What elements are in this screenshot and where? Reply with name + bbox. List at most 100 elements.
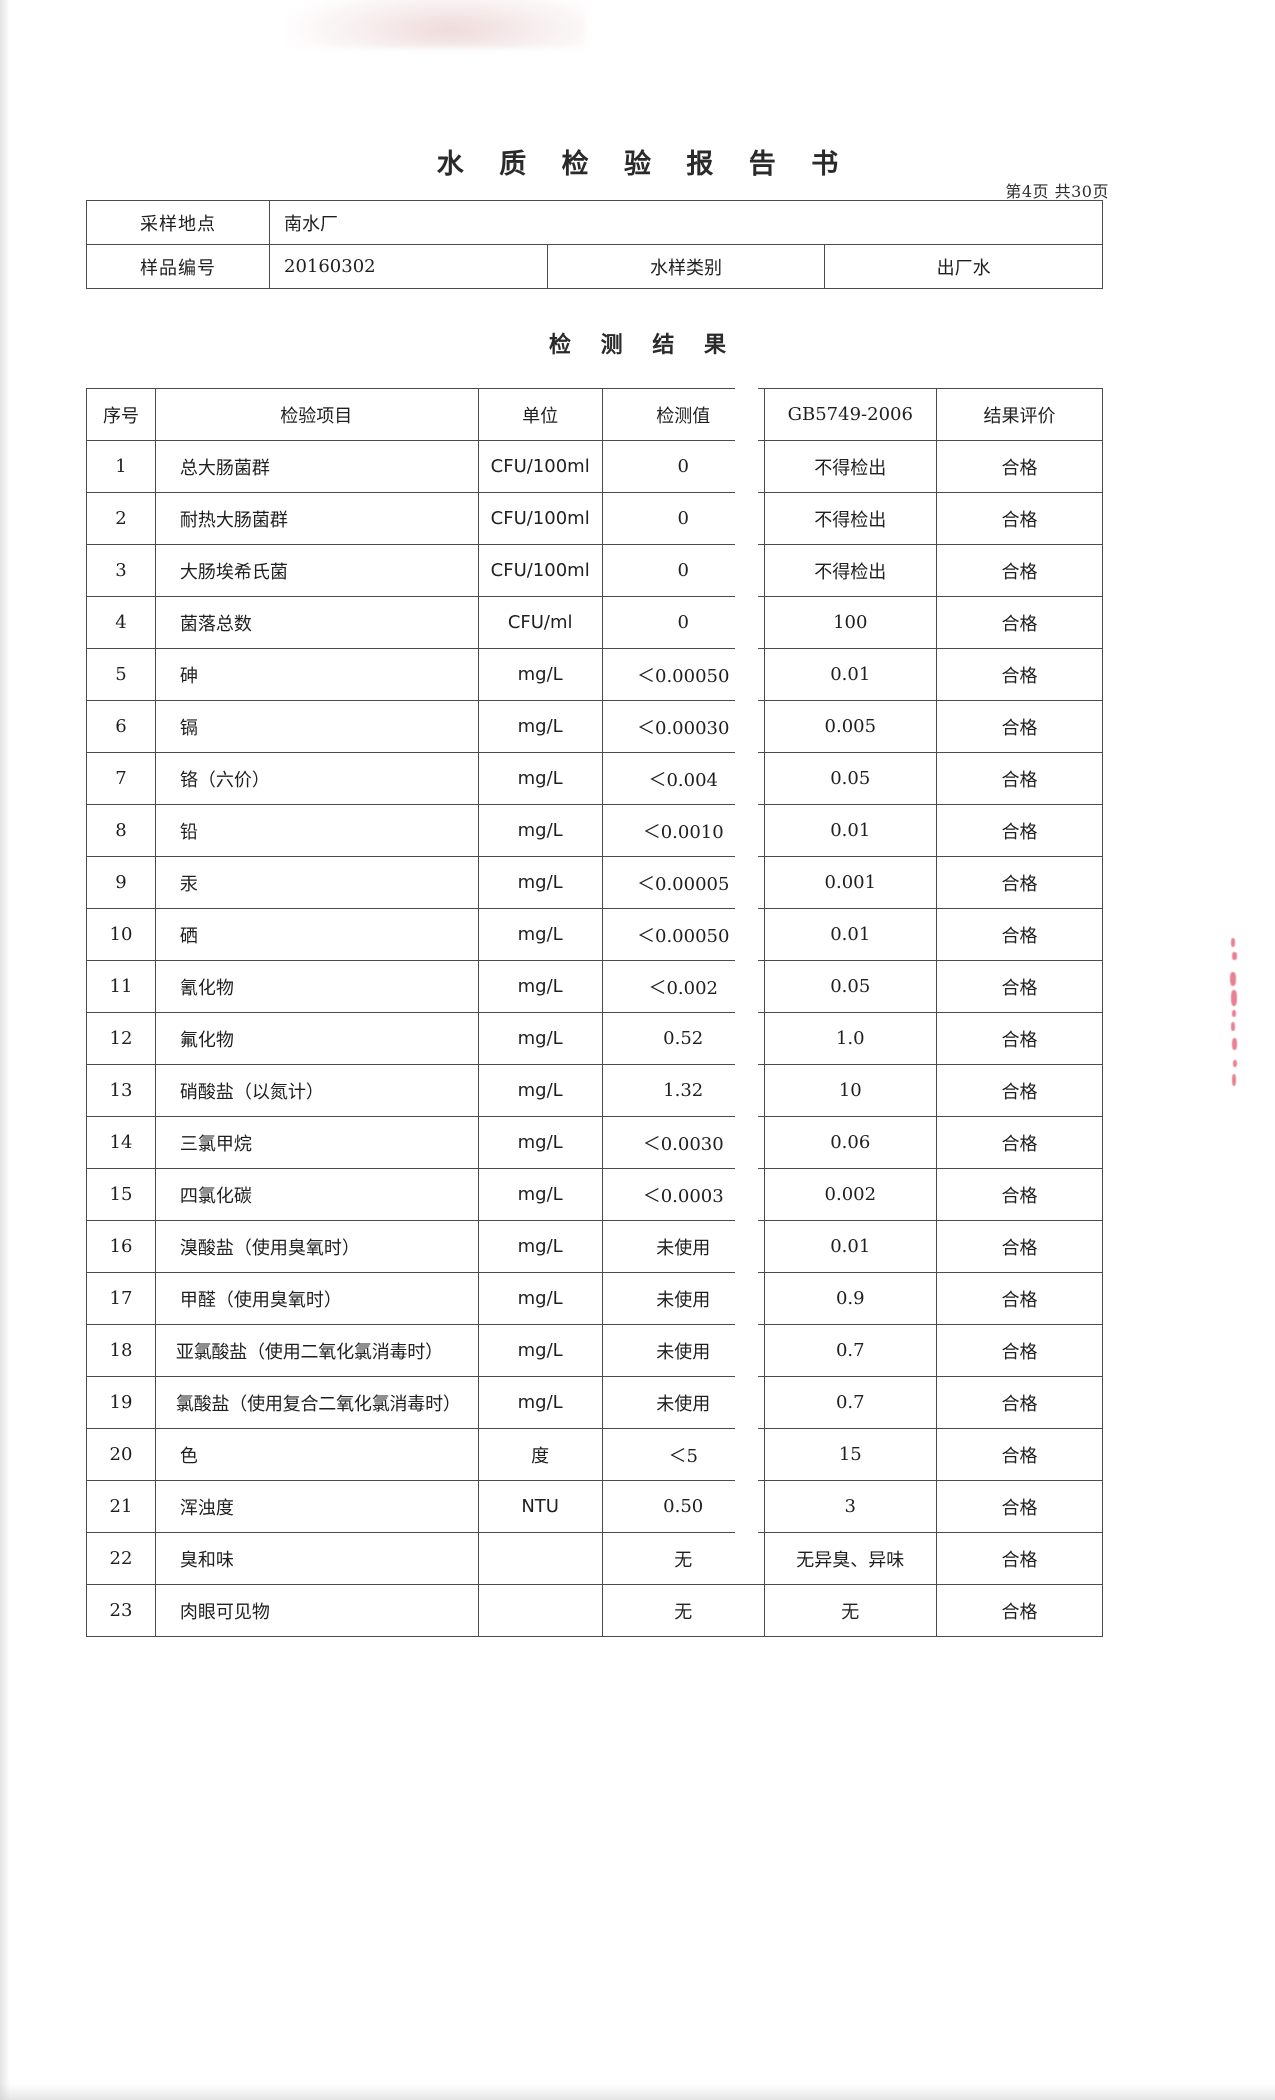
cell-item: 汞 bbox=[154, 856, 479, 909]
cell-standard: 0.001 bbox=[763, 856, 937, 909]
table-row: 13 硝酸盐（以氮计） mg/L 1.32 10 合格 bbox=[86, 1064, 1104, 1117]
column-header-evaluation: 结果评价 bbox=[935, 388, 1104, 441]
cell-item: 肉眼可见物 bbox=[154, 1584, 479, 1637]
cell-value: ＜0.0010 bbox=[601, 804, 765, 857]
red-mark-speckle bbox=[1231, 938, 1235, 947]
cell-standard: 0.7 bbox=[763, 1324, 937, 1377]
table-header-row: 序号 检验项目 单位 检测值 GB5749-2006 结果评价 bbox=[86, 388, 1104, 441]
cell-evaluation: 合格 bbox=[935, 700, 1104, 753]
table-row: 8 铅 mg/L ＜0.0010 0.01 合格 bbox=[86, 804, 1104, 857]
sample-number-value: 20160302 bbox=[269, 244, 548, 289]
scan-smudge-artifact bbox=[286, 0, 586, 48]
cell-value: 1.32 bbox=[601, 1064, 765, 1117]
cell-evaluation: 合格 bbox=[935, 596, 1104, 649]
cell-standard: 0.7 bbox=[763, 1376, 937, 1429]
cell-item: 总大肠菌群 bbox=[154, 440, 479, 493]
cell-no: 17 bbox=[86, 1272, 156, 1325]
cell-evaluation: 合格 bbox=[935, 1064, 1104, 1117]
red-mark-speckle bbox=[1231, 990, 1237, 1006]
cell-standard: 100 bbox=[763, 596, 937, 649]
table-row: 1 总大肠菌群 CFU/100ml 0 不得检出 合格 bbox=[86, 440, 1104, 493]
cell-no: 18 bbox=[86, 1324, 156, 1377]
water-type-value: 出厂水 bbox=[824, 244, 1103, 289]
cell-evaluation: 合格 bbox=[935, 1168, 1104, 1221]
cell-value: 无 bbox=[601, 1584, 765, 1637]
sample-info-table: 采样地点 南水厂 样品编号 20160302 水样类别 出厂水 bbox=[86, 200, 1103, 289]
cell-evaluation: 合格 bbox=[935, 856, 1104, 909]
table-row-sample-number: 样品编号 20160302 水样类别 出厂水 bbox=[86, 244, 1103, 289]
page-indicator: 第4页 共30页 bbox=[1005, 182, 1109, 201]
cell-item: 三氯甲烷 bbox=[154, 1116, 479, 1169]
scan-edge-shadow-bottom bbox=[0, 2084, 1275, 2100]
table-row: 17 甲醛（使用臭氧时） mg/L 未使用 0.9 合格 bbox=[86, 1272, 1104, 1325]
red-margin-marks-artifact bbox=[1228, 938, 1242, 1088]
cell-item: 菌落总数 bbox=[154, 596, 479, 649]
red-mark-speckle bbox=[1230, 972, 1236, 986]
sampling-location-label: 采样地点 bbox=[86, 200, 270, 245]
cell-no: 2 bbox=[86, 492, 156, 545]
cell-no: 1 bbox=[86, 440, 156, 493]
cell-no: 3 bbox=[86, 544, 156, 597]
cell-value: 未使用 bbox=[601, 1272, 765, 1325]
cell-value: ＜5 bbox=[601, 1428, 765, 1481]
cell-evaluation: 合格 bbox=[935, 1272, 1104, 1325]
cell-unit: mg/L bbox=[477, 1064, 603, 1117]
cell-unit: mg/L bbox=[477, 1116, 603, 1169]
cell-value: ＜0.0030 bbox=[601, 1116, 765, 1169]
table-row: 14 三氯甲烷 mg/L ＜0.0030 0.06 合格 bbox=[86, 1116, 1104, 1169]
cell-standard: 1.0 bbox=[763, 1012, 937, 1065]
cell-value: ＜0.0003 bbox=[601, 1168, 765, 1221]
test-results-table: 序号 检验项目 单位 检测值 GB5749-2006 结果评价 1 总大肠菌群 CF… bbox=[86, 388, 1104, 1637]
cell-unit: CFU/100ml bbox=[477, 544, 603, 597]
cell-evaluation: 合格 bbox=[935, 544, 1104, 597]
cell-no: 23 bbox=[86, 1584, 156, 1637]
table-row: 23 肉眼可见物无无合格 bbox=[86, 1584, 1104, 1637]
column-header-standard: GB5749-2006 bbox=[763, 388, 937, 441]
table-row: 3 大肠埃希氏菌 CFU/100ml 0 不得检出 合格 bbox=[86, 544, 1104, 597]
cell-item: 甲醛（使用臭氧时） bbox=[154, 1272, 479, 1325]
cell-item: 硒 bbox=[154, 908, 479, 961]
table-row: 5 砷 mg/L ＜0.00050 0.01 合格 bbox=[86, 648, 1104, 701]
cell-unit: CFU/100ml bbox=[477, 440, 603, 493]
cell-item: 铅 bbox=[154, 804, 479, 857]
table-row: 10 硒 mg/L ＜0.00050 0.01 合格 bbox=[86, 908, 1104, 961]
scan-edge-shadow-left bbox=[0, 0, 10, 2100]
water-type-label: 水样类别 bbox=[546, 244, 826, 289]
cell-evaluation: 合格 bbox=[935, 1532, 1104, 1585]
cell-unit: mg/L bbox=[477, 1324, 603, 1377]
cell-item: 砷 bbox=[154, 648, 479, 701]
cell-evaluation: 合格 bbox=[935, 1376, 1104, 1429]
table-row-sampling-location: 采样地点 南水厂 bbox=[86, 200, 1103, 245]
cell-item: 镉 bbox=[154, 700, 479, 753]
cell-value: 0 bbox=[601, 544, 765, 597]
cell-standard: 无 bbox=[763, 1584, 937, 1637]
cell-item: 溴酸盐（使用臭氧时） bbox=[154, 1220, 479, 1273]
cell-evaluation: 合格 bbox=[935, 752, 1104, 805]
cell-unit: mg/L bbox=[477, 1168, 603, 1221]
cell-value: 0.52 bbox=[601, 1012, 765, 1065]
cell-value: ＜0.004 bbox=[601, 752, 765, 805]
cell-evaluation: 合格 bbox=[935, 908, 1104, 961]
cell-value: 0 bbox=[601, 492, 765, 545]
cell-no: 4 bbox=[86, 596, 156, 649]
cell-standard: 0.01 bbox=[763, 1220, 937, 1273]
cell-no: 22 bbox=[86, 1532, 156, 1585]
cell-standard: 10 bbox=[763, 1064, 937, 1117]
column-header-item: 检验项目 bbox=[154, 388, 479, 441]
cell-standard: 0.01 bbox=[763, 804, 937, 857]
cell-value: 无 bbox=[601, 1532, 765, 1585]
cell-value: 未使用 bbox=[601, 1324, 765, 1377]
table-row: 20 色度＜5 15 合格 bbox=[86, 1428, 1104, 1481]
test-results-head: 序号 检验项目 单位 检测值 GB5749-2006 结果评价 bbox=[86, 388, 1104, 441]
cell-unit: 度 bbox=[477, 1428, 603, 1481]
cell-unit: mg/L bbox=[477, 1012, 603, 1065]
table-row: 9 汞 mg/L ＜0.00005 0.001 合格 bbox=[86, 856, 1104, 909]
cell-unit: CFU/100ml bbox=[477, 492, 603, 545]
cell-standard: 无异臭、异味 bbox=[763, 1532, 937, 1585]
cell-unit bbox=[477, 1584, 603, 1637]
test-results-body: 1 总大肠菌群 CFU/100ml 0 不得检出 合格 2 耐热大肠菌群 CFU/100ml 0 不… bbox=[86, 440, 1104, 1637]
table-row: 16 溴酸盐（使用臭氧时） mg/L 未使用 0.01 合格 bbox=[86, 1220, 1104, 1273]
cell-evaluation: 合格 bbox=[935, 1428, 1104, 1481]
cell-evaluation: 合格 bbox=[935, 1324, 1104, 1377]
cell-item: 氟化物 bbox=[154, 1012, 479, 1065]
